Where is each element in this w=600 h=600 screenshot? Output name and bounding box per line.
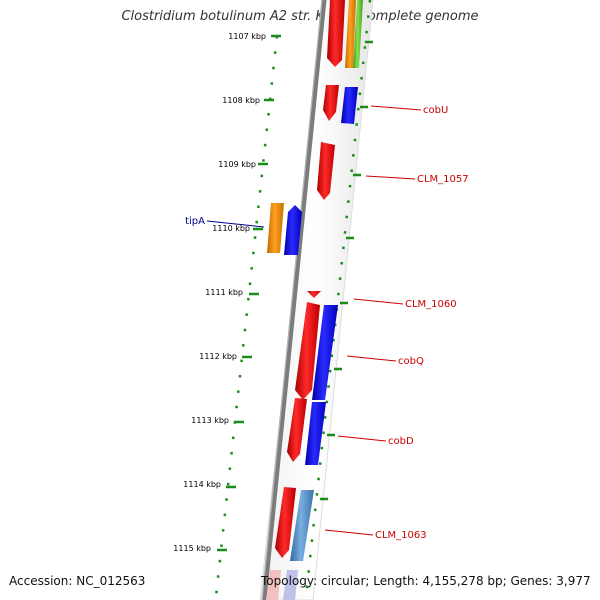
ruler-tick: 1112 kbp bbox=[199, 352, 252, 361]
tick-label: 1113 kbp bbox=[191, 416, 229, 425]
tick-label: 1108 kbp bbox=[222, 96, 260, 105]
gene-arrow[interactable] bbox=[341, 87, 358, 124]
gene-label-cobD[interactable]: cobD bbox=[388, 436, 414, 447]
ruler-tick: 1115 kbp bbox=[173, 544, 227, 553]
tick-label: 1109 kbp bbox=[218, 160, 256, 169]
ruler-tick: 1110 kbp bbox=[212, 224, 263, 233]
ruler-dotted-line bbox=[214, 35, 279, 597]
tick-label: 1111 kbp bbox=[205, 288, 243, 297]
tick-label: 1114 kbp bbox=[183, 480, 221, 489]
ruler-tick: 1108 kbp bbox=[222, 96, 274, 105]
tick-label: 1115 kbp bbox=[173, 544, 211, 553]
gene-arrow[interactable] bbox=[317, 142, 335, 200]
gene-arrow[interactable] bbox=[327, 0, 345, 67]
genes bbox=[266, 0, 363, 600]
outer-ticks bbox=[320, 40, 373, 501]
gene-arrow[interactable] bbox=[284, 205, 302, 255]
ruler-tick: 1114 kbp bbox=[183, 480, 236, 489]
gene-label-cobU[interactable]: cobU bbox=[423, 105, 448, 116]
gene-label-cobQ[interactable]: cobQ bbox=[398, 356, 424, 367]
genome-backbone-line bbox=[261, 0, 327, 600]
gene-arrow[interactable] bbox=[287, 398, 307, 462]
gene-label-clm1063[interactable]: CLM_1063 bbox=[375, 530, 427, 541]
tick-label: 1112 kbp bbox=[199, 352, 237, 361]
gene-label-tipA[interactable]: tipA bbox=[185, 216, 205, 227]
topology-text: Topology: circular; Length: 4,155,278 bp… bbox=[261, 574, 591, 588]
ruler: 1107 kbp 1108 kbp 1109 kbp 1110 kbp 1111… bbox=[173, 32, 281, 553]
gene-labels: cobU CLM_1057 tipA CLM_1060 cobQ cobD CL… bbox=[185, 105, 469, 541]
gene-arrow[interactable] bbox=[312, 305, 338, 400]
gene-arrow[interactable] bbox=[307, 291, 321, 298]
gene-arrow[interactable] bbox=[295, 302, 320, 400]
gene-arrow[interactable] bbox=[275, 487, 296, 558]
gene-arrow[interactable] bbox=[267, 203, 284, 253]
gene-arrow[interactable] bbox=[283, 570, 298, 600]
gene-arrow[interactable] bbox=[266, 570, 281, 600]
gene-arrow[interactable] bbox=[305, 402, 326, 465]
tick-label: 1110 kbp bbox=[212, 224, 250, 233]
ruler-tick: 1109 kbp bbox=[218, 160, 268, 169]
gene-label-clm1057[interactable]: CLM_1057 bbox=[417, 174, 469, 185]
tick-label: 1107 kbp bbox=[228, 32, 266, 41]
map-title: Clostridium botulinum A2 str. Kyoto, com… bbox=[121, 9, 479, 24]
gene-label-clm1060[interactable]: CLM_1060 bbox=[405, 299, 457, 310]
ruler-tick: 1111 kbp bbox=[205, 288, 259, 297]
gene-arrow[interactable] bbox=[290, 490, 314, 561]
ruler-tick: 1113 kbp bbox=[191, 416, 244, 425]
accession-text: Accession: NC_012563 bbox=[9, 574, 146, 588]
gene-arrow[interactable] bbox=[345, 0, 356, 68]
ruler-tick: 1107 kbp bbox=[228, 32, 281, 41]
gene-arrow[interactable] bbox=[353, 0, 363, 68]
gene-arrow[interactable] bbox=[323, 85, 339, 121]
